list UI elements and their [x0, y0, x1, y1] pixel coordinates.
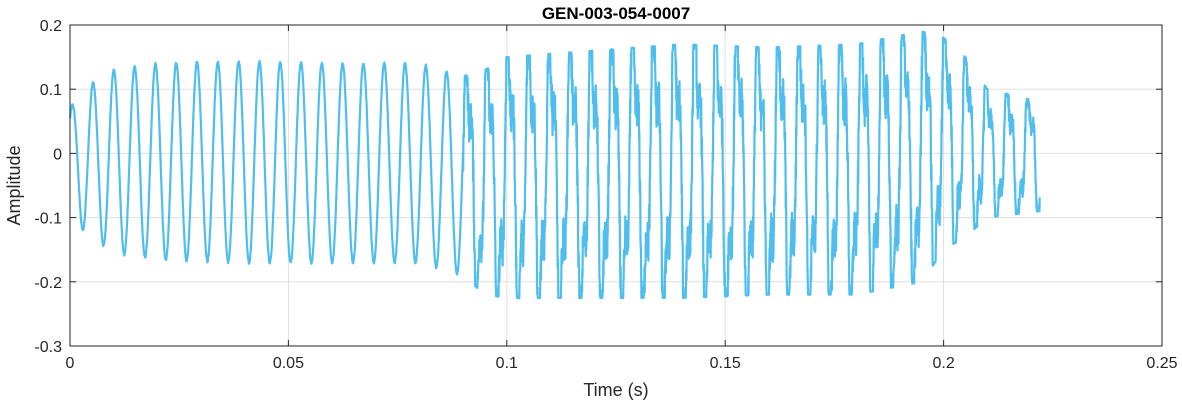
- y-axis-label: Amplitude: [4, 145, 24, 225]
- chart-title: GEN-003-054-0007: [542, 4, 690, 23]
- x-tick-label: 0.15: [710, 355, 741, 372]
- y-tick-label: 0: [53, 146, 62, 163]
- y-tick-label: 0.2: [40, 18, 62, 35]
- axes-frame: [69, 24, 1163, 347]
- y-tick-label: 0.1: [40, 82, 62, 99]
- x-axis-label: Time (s): [583, 380, 648, 400]
- y-tick-label: -0.2: [34, 275, 62, 292]
- x-tick-label: 0.25: [1146, 355, 1177, 372]
- series-layer: [68, 30, 1041, 299]
- y-tick-label: -0.1: [34, 211, 62, 228]
- x-tick-label: 0: [66, 355, 75, 372]
- y-tick-label: -0.3: [34, 339, 62, 356]
- x-tick-label: 0.1: [496, 355, 518, 372]
- x-tick-label: 0.05: [273, 355, 304, 372]
- axis-ticks: 0 0.05 0.1 0.15 0.2 0.25 -0.3 -0.2 -0.1 0 0.1 0.2: [34, 18, 1177, 372]
- waveform-line: [68, 30, 1041, 299]
- x-tick-label: 0.2: [932, 355, 954, 372]
